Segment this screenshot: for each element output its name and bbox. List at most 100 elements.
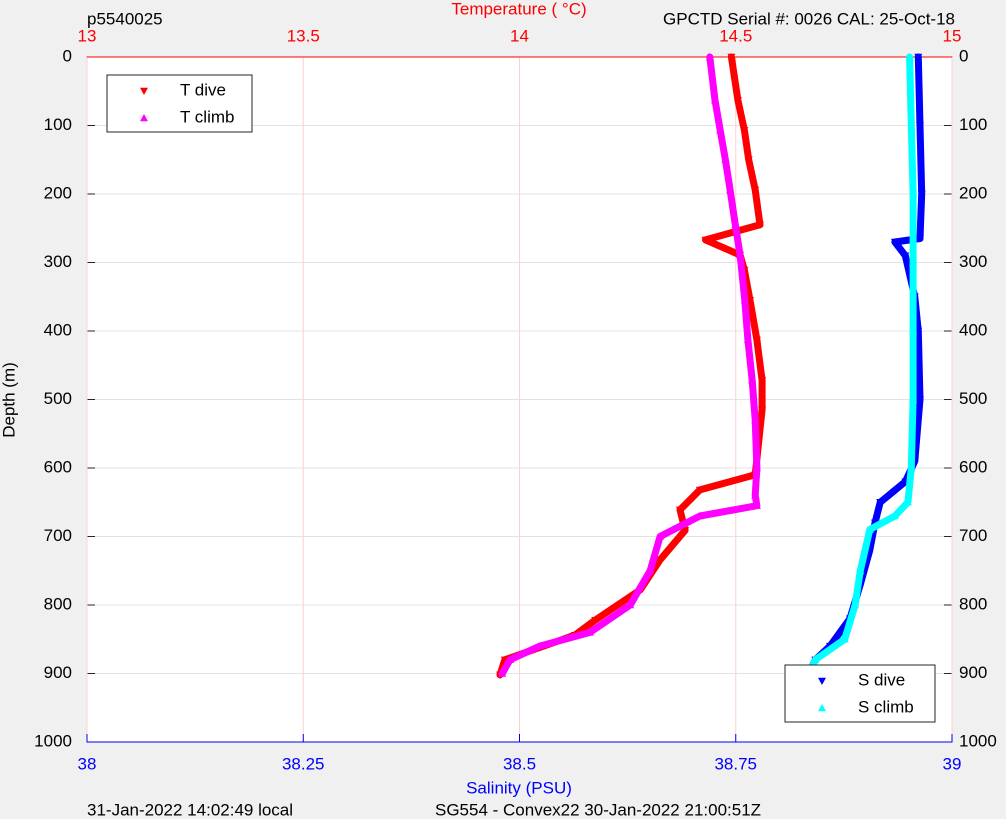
x2-tick-label: 15: [943, 26, 962, 45]
x2-tick-label: 13: [78, 26, 97, 45]
point: [733, 96, 742, 105]
x2-tick-label: 14: [510, 26, 529, 45]
point: [758, 377, 767, 385]
point: [851, 601, 860, 609]
point: [716, 126, 725, 134]
footer-right: SG554 - Convex22 30-Jan-2022 21:00:51Z: [435, 800, 761, 819]
legend-marker: [818, 677, 826, 685]
point: [915, 235, 924, 243]
point: [909, 327, 918, 335]
y-tick-label: 0: [63, 46, 72, 65]
x2-tick-label: 14.5: [719, 26, 752, 45]
point: [856, 566, 865, 574]
y2-tick-label: 800: [959, 594, 987, 613]
point: [903, 498, 912, 506]
point: [726, 185, 735, 194]
y-tick-label: 200: [44, 183, 72, 202]
point: [907, 121, 916, 129]
point: [535, 642, 544, 650]
point: [752, 336, 761, 344]
point: [695, 486, 704, 494]
point: [498, 669, 507, 677]
y2-tick-label: 100: [959, 115, 987, 134]
point: [751, 491, 760, 499]
y-tick-label: 300: [44, 252, 72, 271]
y2-tick-label: 400: [959, 320, 987, 339]
point: [710, 96, 719, 104]
legend-marker: [140, 114, 148, 122]
point: [890, 238, 899, 246]
y-tick-label: 400: [44, 320, 72, 339]
x-tick-label: 39: [943, 754, 962, 773]
point: [721, 155, 730, 163]
point: [740, 127, 749, 135]
legend-label: S dive: [858, 670, 905, 689]
point: [656, 556, 665, 564]
point: [727, 53, 736, 61]
point: [751, 186, 760, 194]
title-right: GPCTD Serial #: 0026 CAL: 25-Oct-18: [663, 9, 955, 28]
point: [743, 335, 752, 344]
point: [914, 53, 923, 61]
y2-tick-label: 200: [959, 183, 987, 202]
point: [901, 252, 910, 260]
y-tick-label: 600: [44, 457, 72, 476]
y-tick-label: 1000: [34, 731, 72, 750]
point: [736, 250, 745, 259]
point: [585, 628, 594, 636]
legend-box: [106, 74, 253, 133]
point: [656, 532, 665, 540]
legend-box: [784, 664, 936, 723]
profile-line: [498, 53, 761, 677]
footer-left: 31-Jan-2022 14:02:49 local: [87, 800, 293, 819]
legend-marker: [140, 87, 148, 95]
point: [675, 506, 684, 514]
point: [915, 122, 924, 130]
legend-label: S climb: [858, 697, 914, 716]
point: [907, 464, 916, 472]
title-left: p5540025: [87, 9, 163, 28]
point: [744, 156, 753, 164]
point: [909, 258, 918, 266]
x-tick-label: 38.5: [503, 754, 536, 773]
point: [505, 655, 514, 663]
x2-tick-label: 13.5: [287, 26, 320, 45]
y-tick-label: 800: [44, 594, 72, 613]
point: [701, 236, 710, 244]
point: [752, 464, 761, 472]
y2-tick-label: 600: [959, 457, 987, 476]
y2-tick-label: 700: [959, 526, 987, 545]
y2-tick-label: 900: [959, 663, 987, 682]
point: [681, 527, 690, 535]
x-tick-label: 38.25: [282, 754, 325, 773]
legend-marker: [818, 704, 826, 712]
point: [755, 221, 764, 229]
x2-axis-label: Temperature ( °C): [451, 0, 586, 18]
point: [905, 53, 914, 61]
point: [705, 53, 714, 61]
y-tick-label: 100: [44, 115, 72, 134]
point: [591, 616, 600, 625]
point: [740, 296, 749, 304]
point: [915, 396, 924, 404]
point: [748, 376, 757, 384]
legend-label: T dive: [180, 80, 226, 99]
point: [758, 406, 767, 414]
point: [751, 416, 760, 424]
y-tick-label: 900: [44, 663, 72, 682]
point: [811, 655, 820, 663]
point: [876, 499, 885, 507]
y-tick-label: 700: [44, 526, 72, 545]
y-tick-label: 500: [44, 389, 72, 408]
point: [731, 220, 740, 229]
point: [695, 511, 704, 520]
x-tick-label: 38.75: [714, 754, 757, 773]
x-axis-label: Salinity (PSU): [466, 778, 572, 797]
y2-tick-label: 0: [959, 46, 968, 65]
y2-tick-label: 500: [959, 389, 987, 408]
point: [909, 190, 918, 198]
point: [890, 511, 899, 520]
x-tick-label: 38: [78, 754, 97, 773]
y2-tick-label: 300: [959, 252, 987, 271]
